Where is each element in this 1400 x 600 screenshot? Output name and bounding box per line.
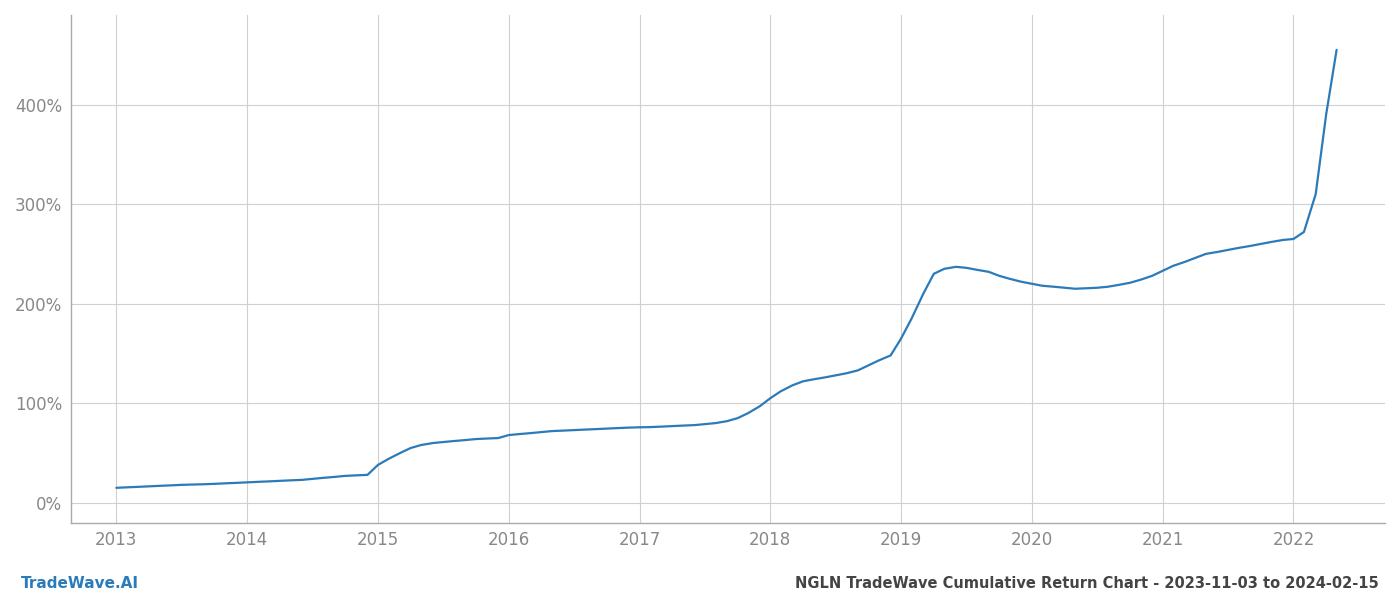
Text: TradeWave.AI: TradeWave.AI bbox=[21, 576, 139, 591]
Text: NGLN TradeWave Cumulative Return Chart - 2023-11-03 to 2024-02-15: NGLN TradeWave Cumulative Return Chart -… bbox=[795, 576, 1379, 591]
